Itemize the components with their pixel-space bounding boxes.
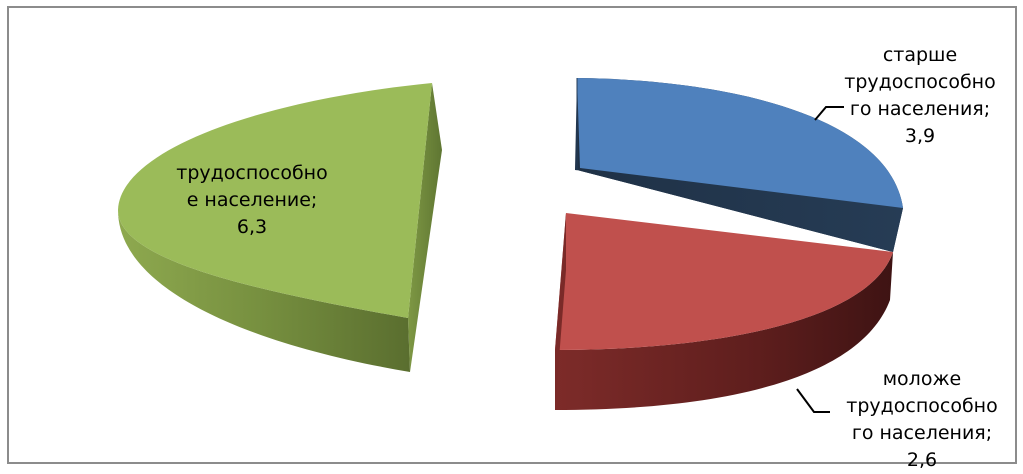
data-label-younger-than-working-age: моложе трудоспособно го населения; 2,6: [846, 368, 998, 471]
leader-line-younger: [796, 388, 830, 413]
pie-slice-older-than-working-age: [575, 78, 903, 252]
pie-slice-working-age: [118, 83, 442, 372]
leader-line-older: [814, 106, 844, 121]
data-label-older-than-working-age: старше трудоспособно го населения; 3,9: [844, 44, 996, 147]
pie-slice-younger-than-working-age: [555, 213, 893, 410]
data-label-working-age: трудоспособно е население; 6,3: [176, 162, 328, 238]
